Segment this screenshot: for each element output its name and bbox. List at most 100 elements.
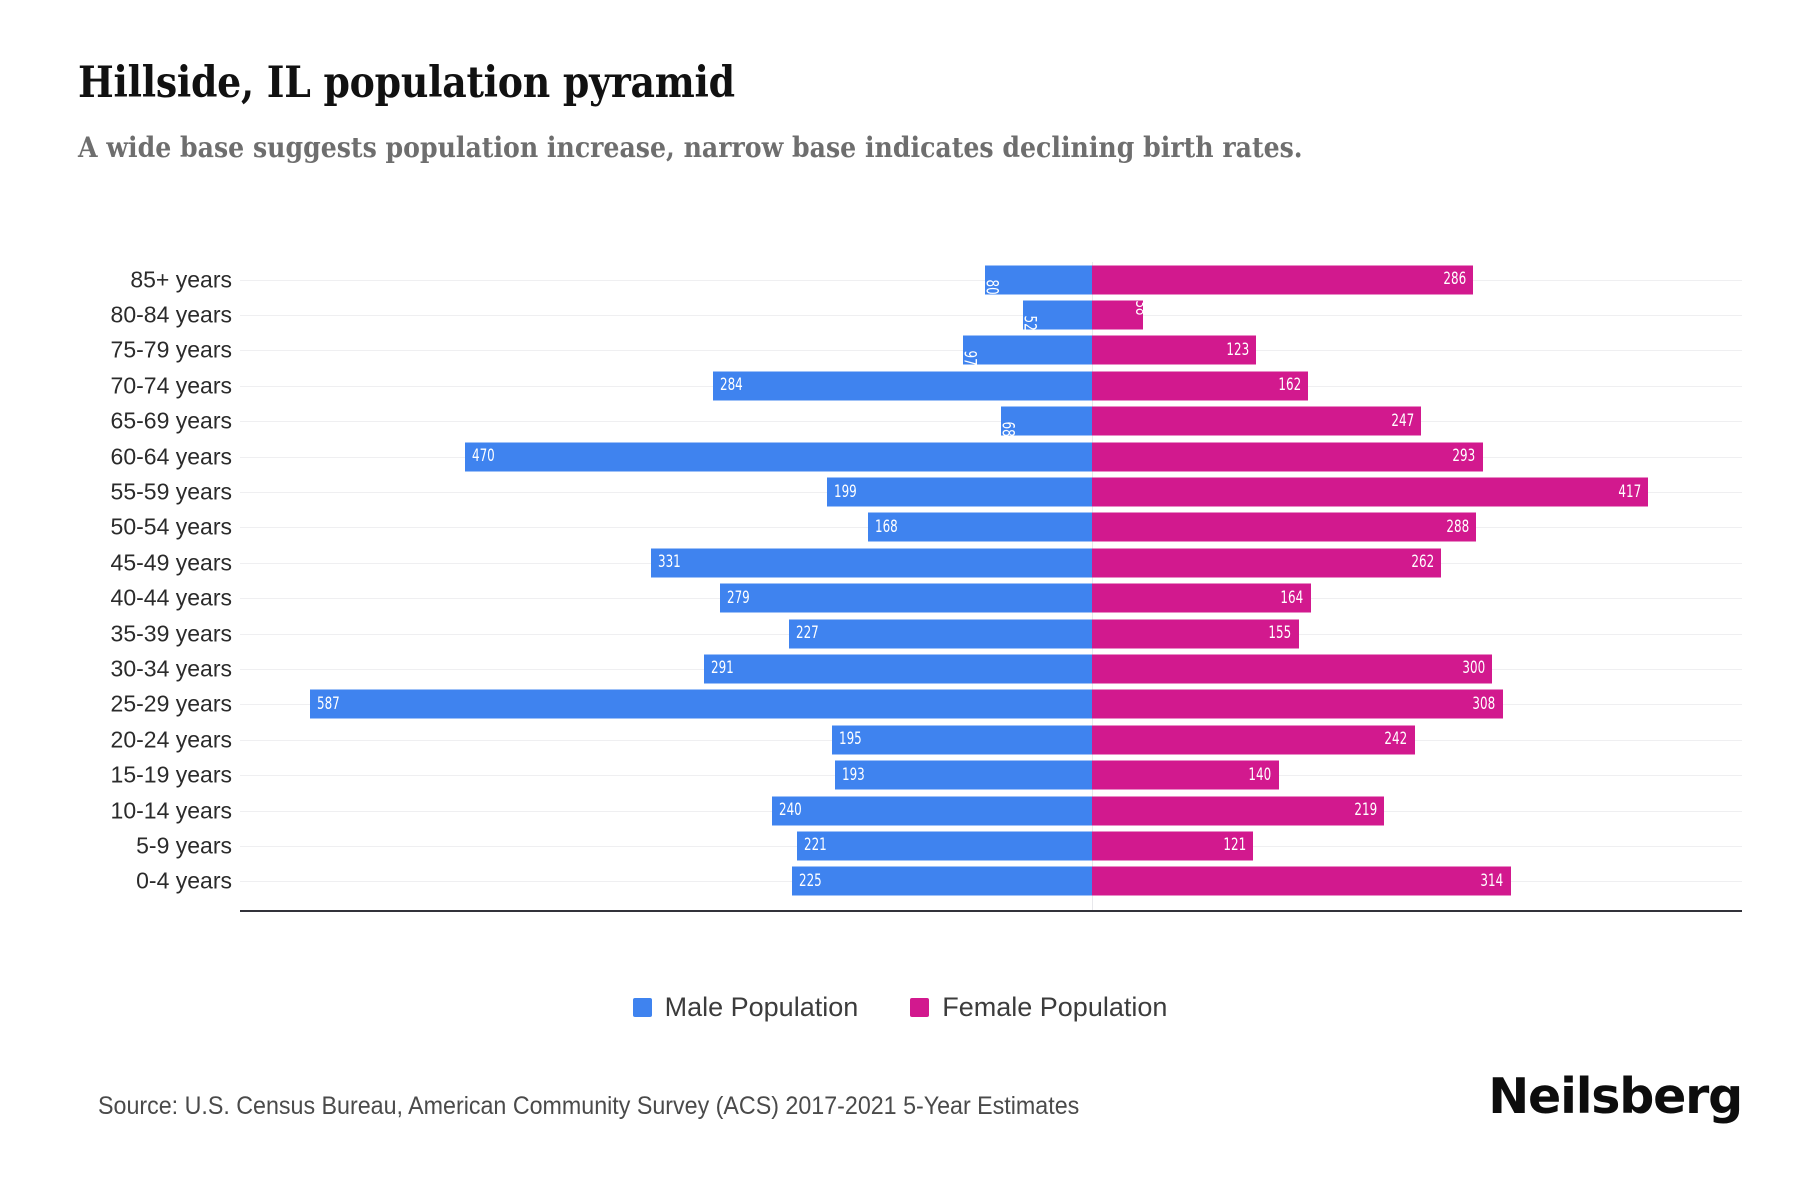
bar-male[interactable]: 80 xyxy=(981,265,1092,295)
bar-value-label: 288 xyxy=(1446,516,1469,537)
bar-male[interactable]: 199 xyxy=(826,477,1092,507)
bar-male[interactable]: 227 xyxy=(789,619,1092,649)
bar-female[interactable]: 262 xyxy=(1092,548,1442,578)
bar-value-label: 97 xyxy=(959,350,980,366)
category-label: 15-19 years xyxy=(110,761,232,788)
bar-male[interactable]: 97 xyxy=(959,335,1092,366)
category-label: 25-29 years xyxy=(110,690,232,717)
pyramid-row: 35-39 years 227 155 xyxy=(0,616,1800,651)
bar-value-label: 221 xyxy=(804,835,828,856)
legend-label-female: Female Population xyxy=(942,992,1168,1022)
pyramid-row: 80-84 years 52 38 xyxy=(0,297,1800,332)
bar-value-label: 300 xyxy=(1462,658,1485,679)
bar-value-label: 293 xyxy=(1452,446,1476,467)
bar-male[interactable]: 225 xyxy=(792,866,1092,896)
bar-female[interactable]: 288 xyxy=(1092,512,1476,542)
x-axis-baseline xyxy=(240,910,1742,912)
pyramid-row: 40-44 years 279 164 xyxy=(0,581,1800,616)
pyramid-row: 5-9 years 221 121 xyxy=(0,828,1800,863)
category-label: 50-54 years xyxy=(110,513,232,540)
category-label: 70-74 years xyxy=(110,372,232,399)
category-label: 35-39 years xyxy=(110,620,232,647)
bar-value-label: 417 xyxy=(1618,481,1641,502)
pyramid-row: 50-54 years 168 288 xyxy=(0,510,1800,545)
bar-female[interactable]: 286 xyxy=(1092,265,1474,295)
bar-male[interactable]: 291 xyxy=(704,654,1092,684)
gridline xyxy=(240,315,1742,317)
bar-male[interactable]: 68 xyxy=(997,406,1092,437)
category-label: 80-84 years xyxy=(110,301,232,328)
category-label: 20-24 years xyxy=(110,726,232,753)
bar-female[interactable]: 140 xyxy=(1092,760,1279,790)
bar-male[interactable]: 470 xyxy=(465,442,1092,472)
bar-value-label: 240 xyxy=(779,800,802,821)
pyramid-row: 0-4 years 225 314 xyxy=(0,864,1800,899)
bar-male[interactable]: 331 xyxy=(650,548,1092,578)
bar-male[interactable]: 279 xyxy=(720,583,1092,613)
bar-female[interactable]: 417 xyxy=(1092,477,1648,507)
bar-male[interactable]: 195 xyxy=(832,725,1092,755)
bar-value-label: 262 xyxy=(1411,552,1435,573)
pyramid-row: 45-49 years 331 262 xyxy=(0,545,1800,580)
pyramid-row: 10-14 years 240 219 xyxy=(0,793,1800,828)
category-label: 60-64 years xyxy=(110,443,232,470)
legend-label-male: Male Population xyxy=(664,992,859,1022)
bar-value-label: 199 xyxy=(833,481,857,502)
bar-male[interactable]: 52 xyxy=(1019,300,1092,330)
bar-female[interactable]: 155 xyxy=(1092,619,1299,649)
bar-value-label: 123 xyxy=(1226,339,1249,360)
pyramid-row: 85+ years 80 286 xyxy=(0,262,1800,297)
bar-value-label: 291 xyxy=(711,658,734,679)
pyramid-row: 70-74 years 284 162 xyxy=(0,368,1800,403)
legend-item-male[interactable]: Male Population xyxy=(632,992,859,1023)
bar-value-label: 168 xyxy=(875,516,898,537)
bar-rows: 85+ years 80 286 80-84 years 52 38 75-79 years… xyxy=(0,262,1800,899)
category-label: 30-34 years xyxy=(110,655,232,682)
bar-male[interactable]: 240 xyxy=(772,796,1092,826)
bar-female[interactable]: 164 xyxy=(1092,583,1311,613)
bar-value-label: 155 xyxy=(1268,623,1292,644)
bar-value-label: 164 xyxy=(1280,587,1304,608)
category-label: 85+ years xyxy=(130,266,232,293)
bar-male[interactable]: 284 xyxy=(713,371,1092,401)
category-label: 55-59 years xyxy=(110,478,232,505)
legend-item-female[interactable]: Female Population xyxy=(910,992,1167,1023)
bar-value-label: 284 xyxy=(720,375,744,396)
bar-value-label: 121 xyxy=(1223,835,1247,856)
bar-male[interactable]: 587 xyxy=(309,689,1092,719)
bar-female[interactable]: 314 xyxy=(1092,866,1511,896)
bar-female[interactable]: 293 xyxy=(1092,442,1483,472)
bar-female[interactable]: 123 xyxy=(1092,335,1256,365)
bar-female[interactable]: 308 xyxy=(1092,689,1503,719)
bar-female[interactable]: 300 xyxy=(1092,654,1492,684)
gridline xyxy=(240,421,1742,423)
bar-value-label: 80 xyxy=(981,279,1002,295)
bar-value-label: 162 xyxy=(1278,375,1301,396)
bar-female[interactable]: 121 xyxy=(1092,831,1254,861)
bar-female[interactable]: 242 xyxy=(1092,725,1415,755)
bar-value-label: 331 xyxy=(657,552,681,573)
legend-swatch-female-icon xyxy=(910,998,930,1017)
bar-value-label: 38 xyxy=(1131,299,1152,316)
bar-value-label: 193 xyxy=(841,764,865,785)
bar-value-label: 68 xyxy=(997,421,1018,437)
pyramid-row: 60-64 years 470 293 xyxy=(0,439,1800,474)
bar-male[interactable]: 193 xyxy=(834,760,1092,790)
bar-female[interactable]: 219 xyxy=(1092,796,1384,826)
plot-area: 85+ years 80 286 80-84 years 52 38 75-79 years… xyxy=(0,262,1800,912)
page-title: Hillside, IL population pyramid xyxy=(78,58,735,108)
pyramid-row: 75-79 years 97 123 xyxy=(0,333,1800,368)
bar-female[interactable]: 162 xyxy=(1092,371,1308,401)
category-label: 5-9 years xyxy=(136,832,232,859)
bar-female[interactable]: 38 xyxy=(1092,300,1151,330)
bar-male[interactable]: 168 xyxy=(868,512,1092,542)
category-label: 75-79 years xyxy=(110,336,232,363)
bar-male[interactable]: 221 xyxy=(797,831,1092,861)
source-note: Source: U.S. Census Bureau, American Com… xyxy=(98,1092,1080,1120)
bar-female[interactable]: 247 xyxy=(1092,406,1422,436)
bar-value-label: 140 xyxy=(1248,764,1272,785)
pyramid-row: 15-19 years 193 140 xyxy=(0,757,1800,792)
bar-value-label: 225 xyxy=(799,870,822,891)
bar-value-label: 279 xyxy=(727,587,750,608)
